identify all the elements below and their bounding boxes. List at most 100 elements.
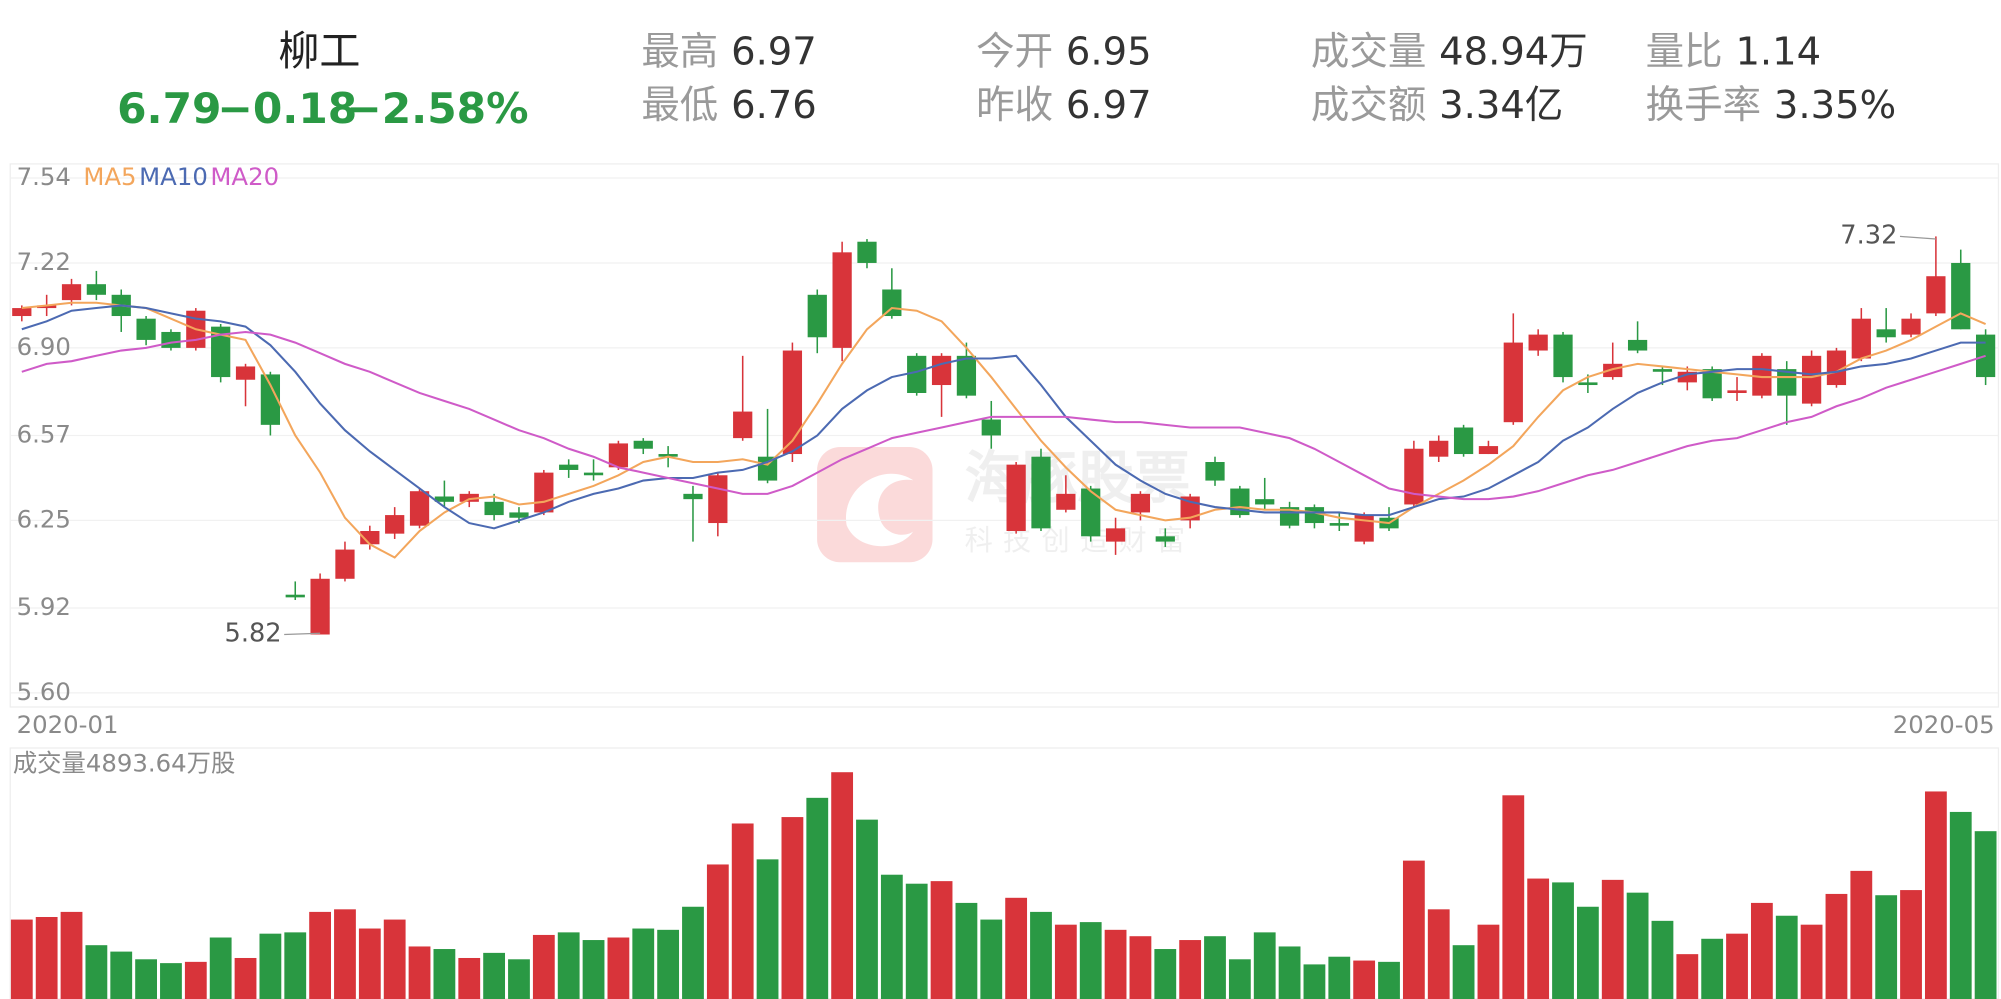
volume-bar bbox=[980, 919, 1003, 999]
volume-bar bbox=[284, 932, 307, 999]
stat-label: 昨收 bbox=[976, 83, 1053, 128]
volume-bar bbox=[557, 932, 580, 999]
volume-bar bbox=[1875, 895, 1898, 999]
candle-body bbox=[1429, 440, 1449, 457]
volume-bar bbox=[1204, 936, 1226, 999]
volume-bar bbox=[880, 874, 903, 999]
y-tick-label: 5.92 bbox=[17, 592, 71, 621]
candle-body bbox=[37, 305, 57, 309]
y-tick-label: 6.90 bbox=[17, 332, 71, 361]
volume-bar bbox=[408, 946, 431, 999]
volume-bar bbox=[731, 823, 754, 999]
candle-body bbox=[857, 241, 877, 263]
volume-bar bbox=[1576, 906, 1599, 999]
volume-bar bbox=[706, 864, 729, 999]
volume-bar bbox=[856, 819, 878, 999]
volume-bar bbox=[1701, 938, 1724, 999]
candle-body bbox=[260, 374, 281, 425]
stat-label: 成交量 bbox=[1311, 29, 1426, 74]
volume-bar bbox=[1949, 811, 1972, 999]
candle-body bbox=[1503, 342, 1523, 423]
volume-bar bbox=[1850, 870, 1873, 999]
candle-body bbox=[1329, 523, 1349, 526]
volume-bar bbox=[1775, 915, 1798, 999]
legend-entry: MA20 bbox=[210, 162, 279, 191]
candle-body bbox=[1205, 462, 1225, 481]
stat-value: 6.97 bbox=[1066, 83, 1152, 128]
candle-body bbox=[1453, 427, 1474, 455]
volume-bar bbox=[1179, 940, 1202, 999]
stock-name: 柳工 bbox=[278, 27, 360, 75]
candle-body bbox=[583, 472, 604, 476]
change: −0.18 bbox=[217, 84, 357, 133]
candle-body bbox=[559, 464, 579, 470]
volume-bar bbox=[1278, 946, 1301, 999]
candle-body bbox=[1851, 318, 1871, 359]
annotation-leader bbox=[284, 632, 321, 636]
stat-value: 3.35% bbox=[1774, 83, 1896, 128]
y-tick-label: 6.25 bbox=[17, 504, 71, 533]
volume-bar bbox=[1502, 795, 1525, 999]
volume-bar bbox=[1054, 924, 1077, 999]
candle-body bbox=[534, 472, 554, 513]
candle-body bbox=[1876, 329, 1896, 338]
volume-bar bbox=[1452, 945, 1475, 999]
volume-bar bbox=[1328, 956, 1351, 999]
volume-bar bbox=[1477, 924, 1500, 999]
volume-bar bbox=[1079, 922, 1102, 999]
volume-bar bbox=[160, 963, 182, 999]
candle-body bbox=[86, 284, 107, 295]
volume-bar bbox=[1353, 960, 1376, 999]
candle-body bbox=[1777, 369, 1797, 396]
stat-label: 量比 bbox=[1646, 29, 1723, 74]
stat-label: 换手率 bbox=[1646, 83, 1761, 128]
candle-body bbox=[459, 493, 479, 502]
stat-value: 1.14 bbox=[1735, 29, 1821, 74]
candle-body bbox=[1528, 334, 1548, 351]
candle-body bbox=[882, 289, 902, 317]
candle-body bbox=[807, 294, 827, 338]
candle-body bbox=[1105, 528, 1126, 542]
candle-body bbox=[1627, 339, 1648, 351]
candle-body bbox=[757, 456, 778, 481]
volume-bar bbox=[930, 881, 953, 999]
volume-bar bbox=[1726, 933, 1748, 999]
volume-bar bbox=[532, 934, 555, 999]
volume-bar bbox=[582, 940, 605, 999]
volume-bar bbox=[358, 928, 381, 999]
candle-body bbox=[1006, 464, 1026, 532]
volume-bar bbox=[1601, 879, 1624, 999]
volume-bar bbox=[1552, 882, 1574, 999]
y-tick-label: 6.57 bbox=[17, 419, 71, 448]
volume-bar bbox=[334, 909, 356, 999]
volume-bar bbox=[1104, 929, 1127, 999]
max-label: 7.32 bbox=[1840, 220, 1897, 250]
volume-bar bbox=[632, 928, 655, 999]
stat-label: 成交额 bbox=[1311, 83, 1426, 128]
x-tick-label: 2020-01 bbox=[17, 710, 119, 739]
volume-bar bbox=[607, 937, 630, 999]
candle-body bbox=[907, 355, 927, 393]
volume-bar bbox=[1303, 964, 1326, 999]
volume-bar bbox=[209, 937, 232, 999]
candle-body bbox=[1801, 355, 1822, 404]
volume-bar bbox=[135, 959, 157, 999]
candle-body bbox=[1031, 456, 1051, 529]
volume-bar bbox=[1427, 909, 1450, 999]
watermark-icon bbox=[845, 473, 914, 547]
volume-bar bbox=[1129, 936, 1152, 999]
candle-body bbox=[385, 515, 405, 534]
candle-body bbox=[509, 512, 529, 518]
volume-bar bbox=[85, 945, 108, 999]
candle-body bbox=[434, 496, 455, 502]
volume-bar bbox=[1750, 902, 1773, 999]
volume-bar bbox=[831, 772, 854, 999]
candle-body bbox=[782, 350, 803, 455]
volume-bar bbox=[1527, 878, 1550, 999]
volume-bar bbox=[1030, 911, 1052, 999]
candle-body bbox=[1677, 371, 1697, 383]
legend-entry: MA10 bbox=[139, 162, 208, 191]
stat-value: 6.97 bbox=[731, 29, 817, 74]
candle-body bbox=[1553, 334, 1573, 378]
